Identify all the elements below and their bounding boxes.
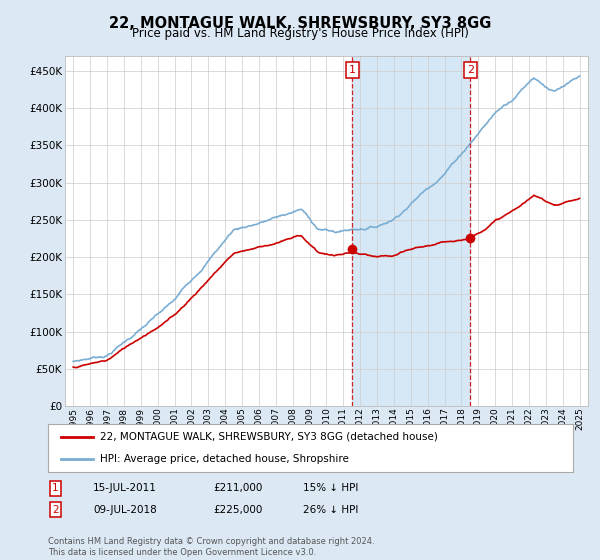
Text: 1: 1 [52, 483, 59, 493]
Text: 26% ↓ HPI: 26% ↓ HPI [303, 505, 358, 515]
Text: 2: 2 [52, 505, 59, 515]
Text: £225,000: £225,000 [213, 505, 262, 515]
Text: 09-JUL-2018: 09-JUL-2018 [93, 505, 157, 515]
Text: £211,000: £211,000 [213, 483, 262, 493]
Text: Price paid vs. HM Land Registry's House Price Index (HPI): Price paid vs. HM Land Registry's House … [131, 27, 469, 40]
Text: 1: 1 [349, 65, 356, 74]
Text: HPI: Average price, detached house, Shropshire: HPI: Average price, detached house, Shro… [101, 454, 349, 464]
Text: 22, MONTAGUE WALK, SHREWSBURY, SY3 8GG: 22, MONTAGUE WALK, SHREWSBURY, SY3 8GG [109, 16, 491, 31]
Text: 2: 2 [467, 65, 474, 74]
Text: 15-JUL-2011: 15-JUL-2011 [93, 483, 157, 493]
Text: Contains HM Land Registry data © Crown copyright and database right 2024.
This d: Contains HM Land Registry data © Crown c… [48, 537, 374, 557]
Text: 15% ↓ HPI: 15% ↓ HPI [303, 483, 358, 493]
Bar [352, 56, 470, 406]
Text: 22, MONTAGUE WALK, SHREWSBURY, SY3 8GG (detached house): 22, MONTAGUE WALK, SHREWSBURY, SY3 8GG (… [101, 432, 439, 442]
